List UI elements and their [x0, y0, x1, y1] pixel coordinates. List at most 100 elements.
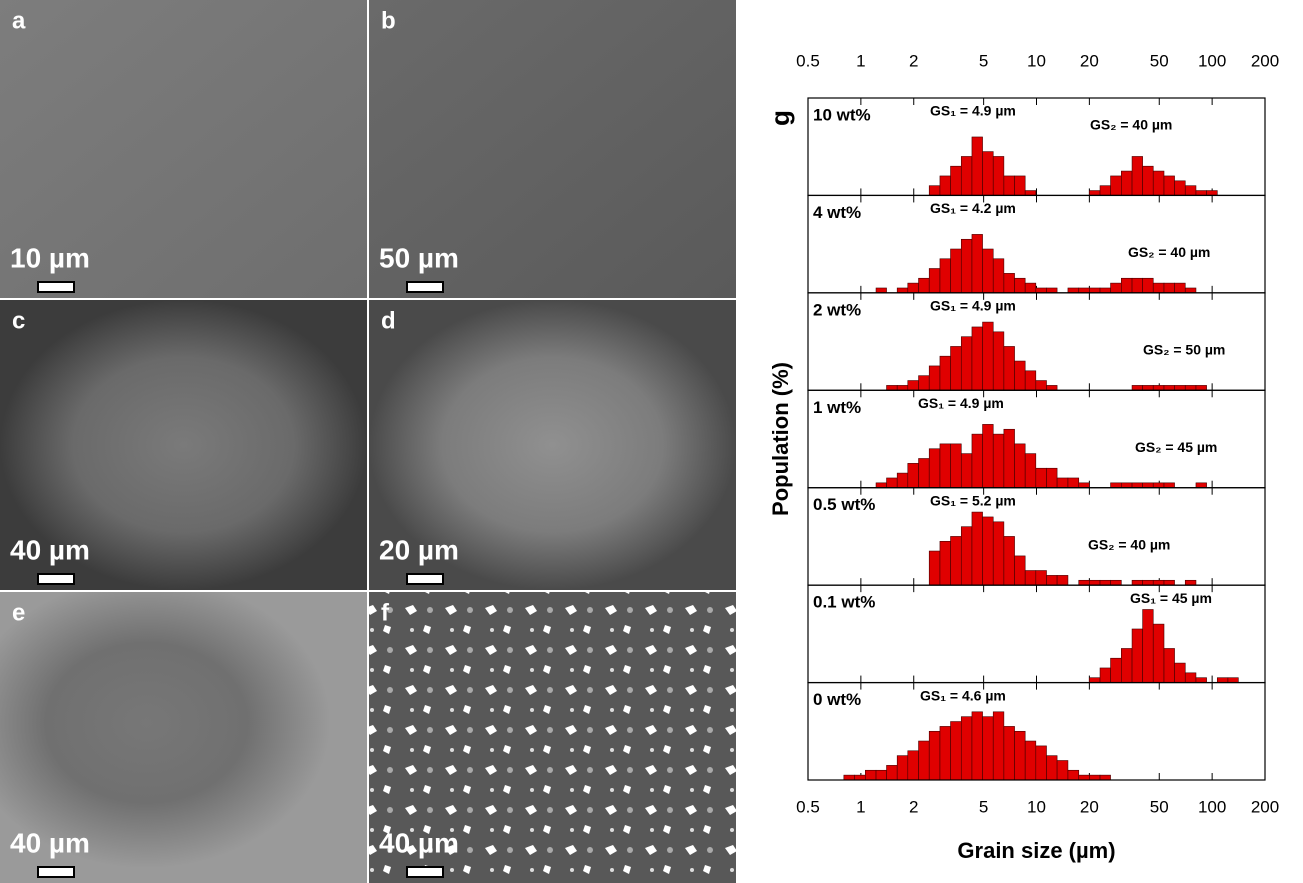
bar	[1195, 482, 1207, 489]
bar	[1152, 482, 1165, 489]
bar	[1121, 170, 1133, 196]
bar	[1014, 175, 1026, 196]
bar	[1035, 745, 1047, 781]
bar	[1035, 570, 1047, 586]
bar	[982, 248, 994, 294]
bar	[1078, 579, 1090, 586]
bar	[1216, 677, 1229, 683]
bar	[950, 346, 962, 391]
x-tick-label: 1	[856, 797, 865, 816]
bar	[1152, 282, 1165, 294]
x-tick-label-top: 200	[1251, 51, 1279, 70]
bar	[907, 750, 919, 781]
bar	[854, 774, 866, 781]
bar	[939, 258, 951, 294]
bar	[992, 711, 1005, 781]
bar	[1046, 385, 1058, 391]
bar	[1024, 190, 1037, 196]
bar	[960, 156, 973, 196]
bar	[896, 755, 909, 781]
annotation: GS₂ = 40 µm	[1128, 244, 1210, 260]
bar	[1046, 467, 1058, 489]
bar	[1152, 170, 1165, 196]
bar	[918, 375, 930, 391]
bar	[1142, 385, 1154, 391]
bar	[1046, 755, 1058, 781]
x-tick-label-top: 0.5	[796, 51, 820, 70]
bar	[950, 248, 962, 294]
bar	[971, 433, 983, 489]
annotation: GS₁ = 4.2 µm	[930, 200, 1016, 216]
bar	[1195, 190, 1207, 196]
bar	[1035, 287, 1047, 294]
bar	[971, 234, 983, 294]
x-tick-label: 50	[1150, 797, 1169, 816]
subplot-label: 4 wt%	[813, 203, 861, 222]
bar	[950, 443, 962, 489]
bar	[1131, 385, 1143, 391]
panel-label: g	[765, 110, 795, 126]
bar	[982, 151, 994, 196]
bar	[928, 550, 941, 586]
bar	[1152, 579, 1165, 586]
bar	[1142, 482, 1154, 489]
bar	[896, 472, 909, 489]
scale-bar-label: 40 µm	[10, 534, 90, 565]
bar	[1024, 453, 1037, 489]
bar	[992, 331, 1005, 391]
subplot-label: 2 wt%	[813, 300, 861, 319]
micrograph	[369, 300, 736, 590]
annotation: GS₁ = 4.9 µm	[918, 395, 1004, 411]
bar	[1067, 769, 1080, 781]
bar	[950, 721, 962, 781]
x-tick-label-top: 2	[909, 51, 918, 70]
x-tick-label: 5	[979, 797, 988, 816]
bar	[1014, 277, 1026, 294]
scale-bar-label: 10 µm	[10, 242, 90, 273]
subplot-label: 1 wt%	[813, 398, 861, 417]
x-tick-label: 200	[1251, 797, 1279, 816]
bar	[875, 287, 887, 294]
x-axis-title: Grain size (µm)	[957, 838, 1115, 863]
bar	[960, 716, 973, 781]
scale-bar	[37, 866, 75, 878]
bar	[928, 448, 941, 489]
bar	[886, 765, 898, 781]
scale-bar-label: 40 µm	[10, 827, 90, 858]
bar	[1174, 385, 1186, 391]
bar	[1078, 482, 1090, 489]
bar	[918, 458, 930, 489]
bar	[982, 321, 994, 391]
bar	[992, 156, 1005, 196]
bar	[1014, 443, 1026, 489]
annotation: GS₁ = 5.2 µm	[930, 492, 1016, 508]
bar	[1089, 677, 1101, 683]
bar	[918, 277, 930, 294]
panel-label: a	[12, 7, 26, 34]
bar	[1121, 277, 1133, 294]
micrograph	[0, 0, 367, 298]
bar	[1024, 370, 1037, 391]
bar	[928, 730, 941, 781]
scale-bar	[37, 281, 75, 293]
bar	[960, 526, 973, 586]
bar	[1131, 277, 1143, 294]
bar	[1046, 287, 1058, 294]
bar	[1056, 760, 1069, 781]
bar	[1067, 477, 1080, 489]
bar	[1099, 579, 1111, 586]
bar	[875, 482, 887, 489]
bar	[1014, 555, 1026, 586]
x-tick-label: 0.5	[796, 797, 820, 816]
bar	[982, 716, 994, 781]
bar	[1003, 536, 1015, 586]
bar	[907, 282, 919, 294]
bar	[1110, 282, 1122, 294]
panel-label: c	[12, 307, 25, 334]
bar	[1131, 628, 1143, 683]
subplot-label: 0.1 wt%	[813, 593, 875, 612]
subplot-label: 0.5 wt%	[813, 495, 875, 514]
annotation: GS₁ = 4.6 µm	[920, 687, 1006, 703]
